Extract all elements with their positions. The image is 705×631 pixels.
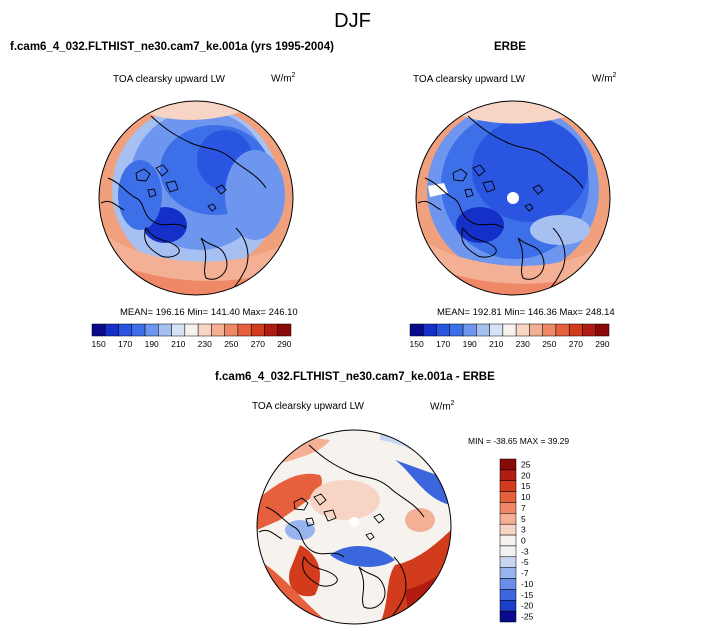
colorbar-2-swatch: [582, 323, 596, 337]
colorbar-1-tick-label: 270: [251, 339, 265, 349]
colorbar-2-swatch: [515, 323, 530, 337]
colorbar-2-tick-label: 270: [569, 339, 583, 349]
colorbar-3-swatch: [499, 513, 517, 525]
colorbar-3-tick-label: 20: [521, 470, 531, 480]
colorbar-1-swatch: [144, 323, 159, 337]
colorbar-1-swatch: [197, 323, 212, 337]
colorbar-1-tick-label: 150: [92, 339, 106, 349]
colorbar-3-tick-label: 0: [521, 536, 526, 546]
colorbar-2-tick-label: 250: [542, 339, 556, 349]
colorbar-2-swatch: [476, 323, 490, 337]
colorbar-3-tick-label: -15: [521, 590, 534, 600]
colorbar-1-swatch: [250, 323, 265, 337]
colorbar-2-tick-label: 230: [516, 339, 530, 349]
colorbar-3-tick-label: 10: [521, 492, 531, 502]
panel-3-stats: MIN = -38.65 MAX = 39.29: [468, 436, 570, 446]
colorbar-1-tick-label: 190: [145, 339, 159, 349]
colorbar-2-tick-label: 190: [463, 339, 477, 349]
colorbar-1-tick-label: 290: [277, 339, 291, 349]
colorbar-2-swatch: [542, 323, 557, 337]
colorbar-1-swatch: [277, 323, 292, 337]
colorbar-3-tick-label: 7: [521, 503, 526, 513]
colorbar-1-swatch: [211, 323, 225, 337]
colorbar-2-swatch: [489, 323, 504, 337]
colorbar-2-swatch: [449, 323, 464, 337]
colorbar-1-swatch: [237, 323, 252, 337]
colorbar-3-swatch: [499, 556, 517, 568]
colorbar-3-tick-label: -10: [521, 579, 534, 589]
colorbar-1-swatch: [131, 323, 146, 337]
colorbar-2-swatch: [423, 323, 437, 337]
colorbar-1-tick-label: 210: [171, 339, 185, 349]
colorbar-1-tick-label: 250: [224, 339, 238, 349]
panel-3-pole-mask: [349, 517, 359, 527]
colorbar-1-tick-label: 230: [198, 339, 212, 349]
colorbar-3-swatch: [499, 523, 517, 536]
colorbar-1-swatch: [91, 323, 106, 337]
colorbar-3-swatch: [499, 567, 517, 579]
panel-1-colorbar: 150 170 190 210 230 250 270 290: [91, 323, 292, 349]
panel-2-case-title: ERBE: [494, 41, 526, 53]
panel-3-variable-label: TOA clearsky upward LW: [252, 401, 364, 412]
panel-2-variable-label: TOA clearsky upward LW: [413, 74, 525, 85]
panel-2-map: [415, 100, 611, 296]
colorbar-3-swatch: [499, 469, 517, 481]
colorbar-2-swatch: [462, 323, 477, 337]
colorbar-3-swatch: [499, 458, 517, 471]
colorbar-2-swatch: [595, 323, 610, 337]
colorbar-2-tick-label: 170: [436, 339, 450, 349]
colorbar-2-tick-label: 150: [410, 339, 424, 349]
panel-3-units-label: W/m2: [430, 400, 455, 413]
panel-2-colorbar: 150 170 190 210 230 250 270 290: [409, 323, 610, 349]
panel-3-map: [256, 429, 452, 625]
colorbar-3-swatch: [499, 600, 517, 612]
colorbar-1-swatch: [184, 323, 199, 337]
panel-2-stats: MEAN= 192.81 Min= 146.36 Max= 248.14: [437, 307, 615, 318]
colorbar-3-tick-label: 25: [521, 459, 531, 469]
colorbar-1-swatch: [264, 323, 278, 337]
colorbar-1-swatch: [158, 323, 172, 337]
colorbar-1-swatch: [224, 323, 239, 337]
colorbar-3-swatch: [499, 534, 517, 547]
colorbar-2-tick-label: 210: [489, 339, 503, 349]
colorbar-1-swatch: [118, 323, 133, 337]
panel-1-units-label: W/m2: [271, 72, 296, 85]
colorbar-3-tick-label: 3: [521, 525, 526, 535]
colorbar-3-tick-label: -25: [521, 612, 534, 622]
colorbar-3-tick-label: 5: [521, 514, 526, 524]
colorbar-3-swatch: [499, 578, 517, 590]
panel-1-case-title: f.cam6_4_032.FLTHIST_ne30.cam7_ke.001a (…: [10, 41, 334, 53]
colorbar-3-swatch: [499, 545, 517, 558]
colorbar-2-swatch: [568, 323, 583, 337]
colorbar-3-tick-label: -20: [521, 601, 534, 611]
panel-2-units-label: W/m2: [592, 72, 617, 85]
colorbar-2-swatch: [436, 323, 451, 337]
colorbar-1-swatch: [105, 323, 119, 337]
colorbar-3-tick-label: 15: [521, 481, 531, 491]
colorbar-3-swatch: [499, 480, 517, 492]
panel-1-variable-label: TOA clearsky upward LW: [113, 74, 225, 85]
colorbar-2-swatch: [529, 323, 543, 337]
panel-1-map: [98, 100, 294, 296]
colorbar-2-swatch: [555, 323, 570, 337]
colorbar-1-swatch: [171, 323, 186, 337]
colorbar-3-tick-label: -5: [521, 557, 529, 567]
panel-1-stats: MEAN= 196.16 Min= 141.40 Max= 246.10: [120, 307, 298, 318]
colorbar-1-tick-label: 170: [118, 339, 132, 349]
colorbar-3-tick-label: -7: [521, 568, 529, 578]
colorbar-2-swatch: [409, 323, 424, 337]
colorbar-3-tick-label: -3: [521, 546, 529, 556]
colorbar-3-swatch: [499, 610, 517, 623]
panel-2-pole-mask: [507, 192, 519, 204]
colorbar-3-swatch: [499, 491, 517, 503]
colorbar-3-swatch: [499, 502, 517, 514]
panel-3-case-title: f.cam6_4_032.FLTHIST_ne30.cam7_ke.001a -…: [215, 371, 495, 383]
colorbar-2-swatch: [502, 323, 517, 337]
page-title: DJF: [334, 10, 371, 32]
colorbar-2-tick-label: 290: [595, 339, 609, 349]
colorbar-3-swatch: [499, 589, 517, 601]
